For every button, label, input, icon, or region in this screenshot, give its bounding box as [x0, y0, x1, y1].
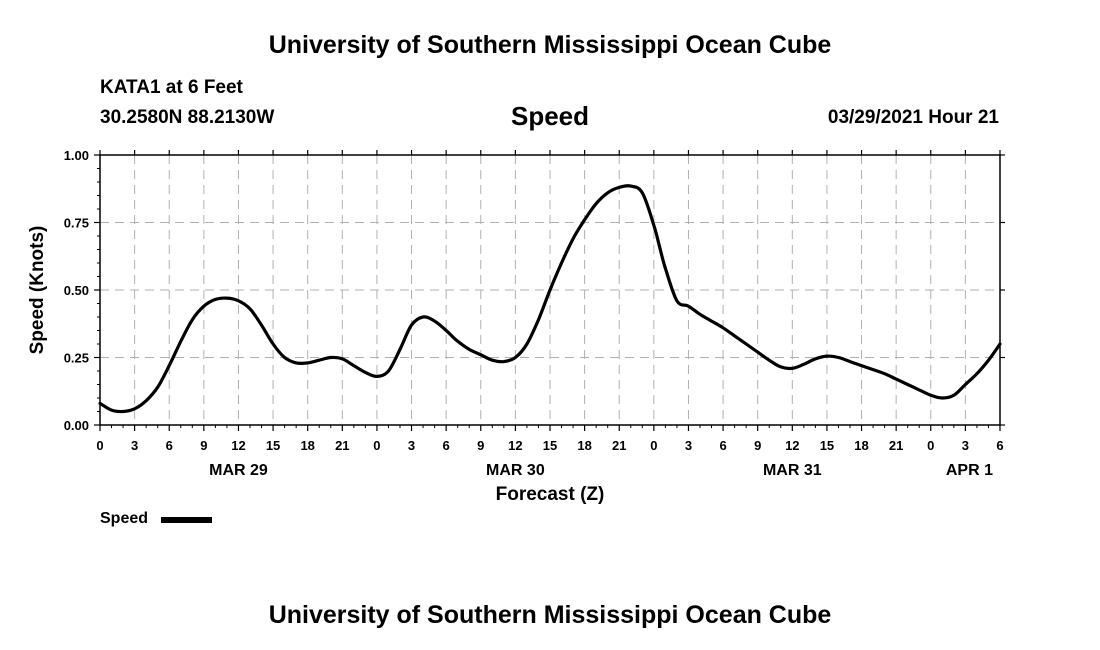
x-tick-label: 15: [543, 438, 557, 453]
x-tick-label: 15: [820, 438, 834, 453]
x-tick-label: 21: [889, 438, 903, 453]
date-label: APR 1: [946, 462, 993, 479]
x-tick-label: 0: [927, 438, 934, 453]
top-title: University of Southern Mississippi Ocean…: [268, 31, 832, 59]
x-tick-label: 15: [266, 438, 280, 453]
x-tick-label: 12: [785, 438, 799, 453]
x-axis-label: Forecast (Z): [496, 484, 605, 505]
x-tick-label: 0: [373, 438, 380, 453]
x-tick-label: 3: [408, 438, 415, 453]
date-label: MAR 31: [763, 462, 822, 479]
y-tick-label: 0.25: [64, 351, 89, 366]
legend-line-swatch: [161, 517, 212, 523]
y-axis-label: Speed (Knots): [27, 226, 48, 355]
speed-series-line: [98, 184, 1002, 414]
x-tick-label: 18: [577, 438, 591, 453]
date-label: MAR 29: [209, 462, 268, 479]
x-tick-labels: 0 3 6 9 12 15 18 21 0 3 6 9 12 15 18 21 0 3 6 9 12 15 18 21 0 3 6: [96, 438, 1003, 453]
date-labels: MAR 29 MAR 30 MAR 31 APR 1: [209, 462, 993, 479]
x-tick-label: 9: [754, 438, 761, 453]
station-label: KATA1 at 6 Feet: [100, 77, 243, 98]
date-label: MAR 30: [486, 462, 545, 479]
x-tick-label: 21: [612, 438, 626, 453]
x-tick-label: 18: [854, 438, 868, 453]
bottom-title: University of Southern Mississippi Ocean…: [268, 601, 832, 629]
x-tick-label: 3: [685, 438, 692, 453]
x-tick-label: 18: [300, 438, 314, 453]
x-tick-label: 0: [650, 438, 657, 453]
x-tick-label: 12: [508, 438, 522, 453]
x-tick-label: 3: [131, 438, 138, 453]
x-tick-label: 6: [166, 438, 173, 453]
y-tick-label: 0.75: [64, 216, 89, 231]
axis-ticks: [94, 150, 1005, 431]
x-tick-label: 12: [231, 438, 245, 453]
coordinates-label: 30.2580N 88.2130W: [100, 107, 275, 128]
x-tick-label: 0: [96, 438, 103, 453]
y-tick-label: 0.50: [64, 283, 89, 298]
x-tick-label: 6: [996, 438, 1003, 453]
x-tick-label: 9: [200, 438, 207, 453]
datetime-label: 03/29/2021 Hour 21: [827, 107, 999, 128]
x-tick-label: 9: [477, 438, 484, 453]
y-tick-label: 1.00: [64, 148, 89, 163]
x-tick-label: 6: [719, 438, 726, 453]
legend-label: Speed: [100, 510, 149, 527]
y-tick-labels: 0.00 0.25 0.50 0.75 1.00: [64, 148, 89, 433]
x-tick-label: 6: [443, 438, 450, 453]
x-tick-label: 3: [962, 438, 969, 453]
y-tick-label: 0.00: [64, 418, 89, 433]
chart-title: Speed: [510, 101, 590, 131]
x-tick-label: 21: [335, 438, 349, 453]
